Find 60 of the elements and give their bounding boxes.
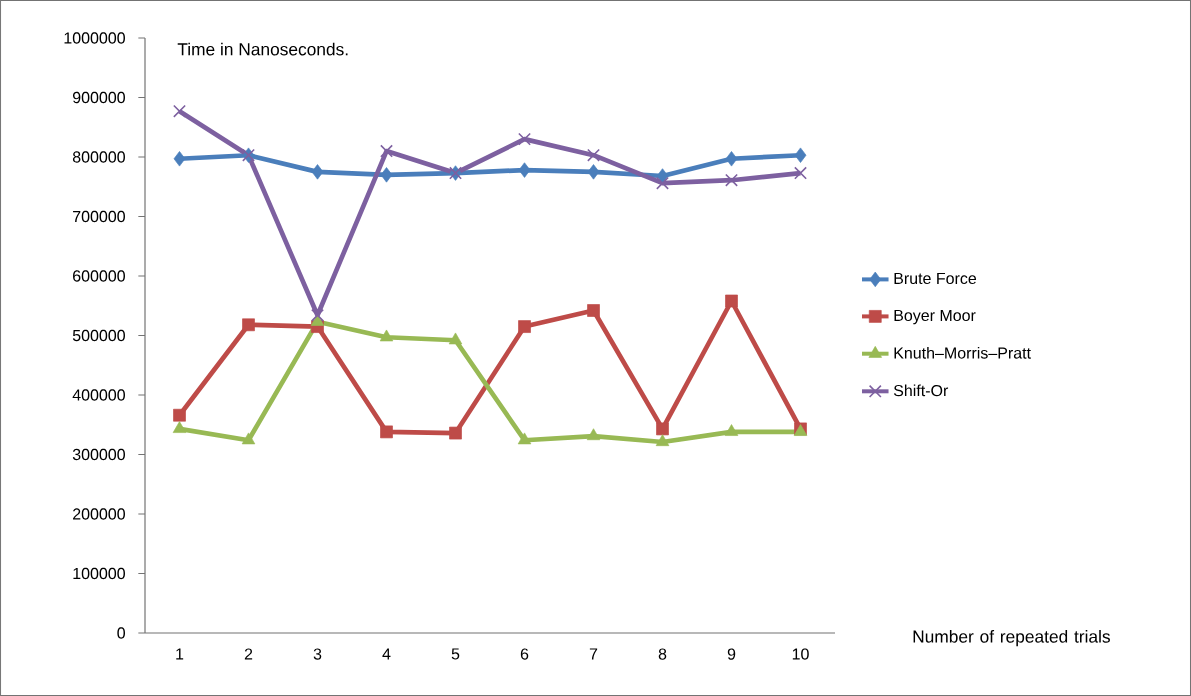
x-tick-label: 1 [176,648,184,660]
y-tick-label: 0 [117,627,126,639]
point [242,318,255,332]
point [173,151,186,167]
x-tick-label: 8 [658,648,667,660]
point [724,424,739,436]
point [380,167,393,183]
y-tick-label: 500000 [72,329,125,342]
point [448,332,463,345]
legend-label: Shift-Or [893,384,949,397]
x-tick-label: 5 [451,648,460,660]
point [241,432,256,445]
legend-label: Boyer Moor [894,309,976,325]
point [380,144,393,158]
legend-label: Brute Force [894,272,977,285]
y-tick-label: 600000 [73,270,125,282]
point [725,294,738,308]
point [794,147,807,163]
point [173,104,186,118]
point [656,422,669,436]
x-tick-label: 3 [313,648,322,660]
y-tick-label: 1000000 [64,32,125,44]
y-tick-label: 800000 [72,151,125,163]
x-tick-label: 6 [520,648,529,660]
y-tick-label: 300000 [72,448,125,461]
y-tick-label: 100000 [73,567,125,580]
point [794,166,807,180]
point [725,173,738,187]
y-tick-label: 200000 [73,508,125,520]
x-tick-label: 7 [589,648,598,660]
point [656,168,669,184]
point [725,151,738,167]
point [518,320,531,333]
x-tick-label: 10 [792,648,809,660]
y-tick-label: 700000 [73,210,125,223]
y-axis-title: Time in Nanoseconds. [177,42,348,56]
x-axis-title: Number of repeated trials [913,629,1110,647]
x-tick-label: 9 [727,648,736,660]
point [655,434,670,447]
point [311,308,324,322]
x-tick-label: 4 [382,648,391,660]
legend-label: Knuth–Morris–Pratt [894,346,1031,359]
point [587,304,600,317]
point [586,428,601,441]
point [379,329,394,342]
point [517,432,532,445]
point [656,176,669,190]
point [380,425,393,439]
point [310,314,325,326]
point [518,162,531,178]
y-tick-label: 400000 [72,389,125,401]
point [587,148,600,162]
point [311,164,324,180]
point [518,132,531,146]
y-tick-label: 900000 [72,91,125,104]
point [449,426,462,440]
point [587,164,600,180]
point [172,421,187,433]
x-tick-label: 2 [244,648,253,660]
point [173,408,186,422]
